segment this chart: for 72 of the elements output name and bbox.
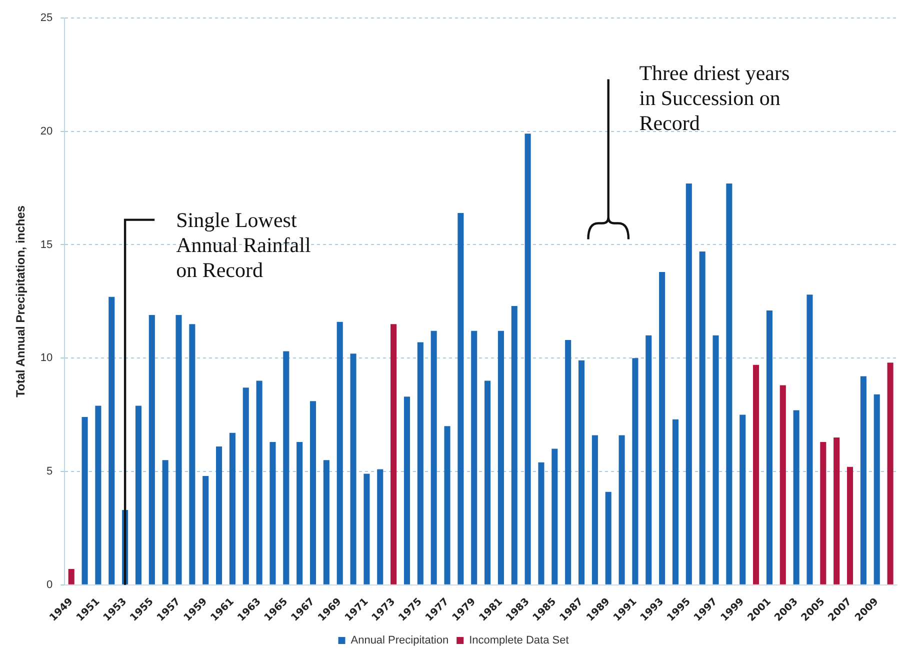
bar <box>712 335 719 584</box>
bar <box>605 492 612 584</box>
y-axis-title: Total Annual Precipitation, inches <box>14 205 28 398</box>
annotation: Single Lowest Annual Rainfall on Record <box>176 208 312 283</box>
bar <box>82 417 88 584</box>
bar <box>68 568 74 584</box>
bar <box>632 358 638 584</box>
bar <box>95 406 102 584</box>
bar <box>310 401 316 584</box>
legend-label: Incomplete Data Set <box>469 634 569 647</box>
bar <box>364 474 370 584</box>
bar <box>336 322 343 584</box>
bar <box>430 330 437 584</box>
bar <box>471 330 478 584</box>
bar <box>766 310 772 584</box>
bar <box>524 134 531 584</box>
bar <box>806 294 813 584</box>
bar <box>793 410 800 584</box>
y-tick-label: 5 <box>46 466 53 478</box>
y-tick-label: 0 <box>46 578 53 591</box>
y-tick-label: 25 <box>40 12 53 24</box>
bar <box>162 460 168 584</box>
bar <box>820 442 826 584</box>
y-tick-label: 10 <box>40 352 53 364</box>
bar <box>350 354 356 584</box>
legend-label: Annual Precipitation <box>350 634 449 647</box>
bar <box>148 315 155 584</box>
bar <box>511 306 518 584</box>
bar <box>780 385 786 584</box>
bar <box>202 476 209 584</box>
bar <box>646 335 652 584</box>
bar <box>176 315 182 584</box>
bar <box>296 442 303 584</box>
bar <box>189 324 196 584</box>
bar <box>753 364 760 584</box>
bar <box>740 414 746 584</box>
bar <box>242 388 249 584</box>
bar <box>618 435 625 584</box>
bar <box>887 362 894 584</box>
y-tick-label: 15 <box>40 238 53 251</box>
bar <box>874 394 880 584</box>
bar <box>390 324 397 584</box>
bar <box>726 184 732 584</box>
bar <box>108 296 115 584</box>
bar <box>458 212 464 584</box>
annotation: Three driest years in Succession on Record <box>639 61 791 136</box>
bar <box>404 396 410 584</box>
bar <box>860 376 866 584</box>
bar <box>565 340 572 584</box>
bar <box>270 442 276 584</box>
bar <box>592 435 598 584</box>
bar <box>229 432 236 584</box>
bar <box>484 380 491 584</box>
bar <box>444 426 450 584</box>
bar <box>699 252 706 584</box>
bar <box>578 360 585 584</box>
bar <box>377 469 384 584</box>
bar <box>283 351 290 584</box>
bar <box>135 406 142 584</box>
y-tick-label: 20 <box>40 125 53 138</box>
bar <box>498 330 504 584</box>
bar <box>216 446 222 584</box>
bar <box>686 184 692 584</box>
bar <box>417 342 424 584</box>
bar <box>256 380 262 584</box>
bar <box>846 466 854 584</box>
bar <box>834 437 840 584</box>
bar <box>538 462 544 584</box>
bar <box>323 460 330 584</box>
bar <box>672 419 679 584</box>
bar <box>659 272 666 584</box>
bar <box>552 448 558 584</box>
